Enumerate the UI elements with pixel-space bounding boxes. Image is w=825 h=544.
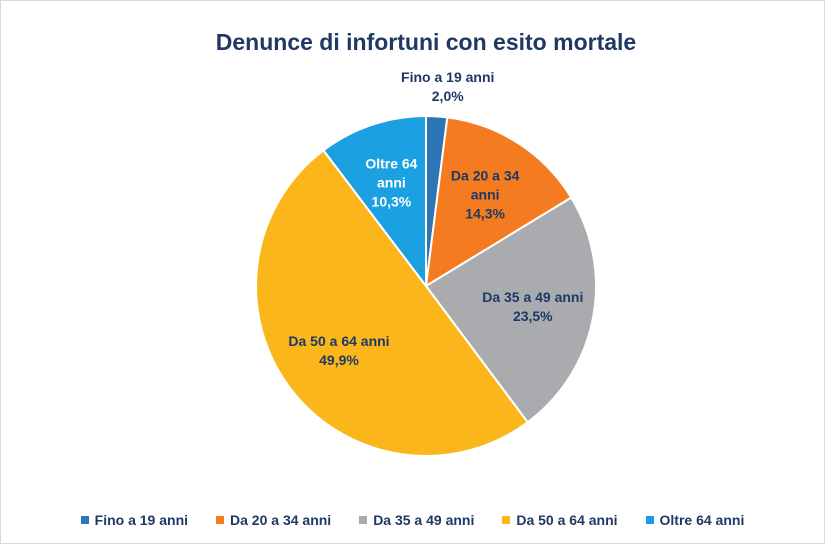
data-label-category: Da 20 a 34 anni (450, 167, 520, 203)
legend-label: Da 35 a 49 anni (373, 512, 475, 528)
chart-title: Denunce di infortuni con esito mortale (215, 29, 637, 55)
pie-slice (255, 148, 530, 457)
legend-swatch (502, 516, 511, 524)
pie-slice (322, 114, 427, 289)
legend-item: Da 50 a 64 anni (502, 512, 618, 528)
data-label-value: 14,3% (465, 205, 505, 222)
legend-item: Oltre 64 anni (645, 512, 745, 528)
data-label-category: Fino a 19 anni (401, 69, 495, 86)
data-label-value: 49,9% (319, 352, 359, 369)
data-label-value: 23,5% (512, 307, 553, 324)
legend-label: Fino a 19 anni (94, 512, 189, 528)
data-label: Oltre 64 anni 10,3% (355, 154, 427, 211)
data-label-category: Da 50 a 64 anni (288, 333, 390, 350)
data-label: Fino a 19 anni 2,0% (373, 68, 523, 106)
legend-swatch (359, 516, 368, 524)
legend-swatch (80, 516, 89, 524)
data-label-value: 10,3% (371, 193, 412, 210)
legend-swatch (645, 516, 654, 524)
data-label-value: 2,0% (431, 88, 464, 105)
legend-label: Da 20 a 34 anni (230, 512, 332, 528)
data-label-category: Oltre 64 anni (365, 155, 418, 191)
data-label: Da 20 a 34 anni 14,3% (445, 166, 525, 223)
legend: Fino a 19 anni Da 20 a 34 anni Da 35 a 49 … (1, 512, 824, 528)
legend-label: Da 50 a 64 anni (516, 512, 618, 528)
legend-item: Fino a 19 anni (80, 512, 189, 528)
legend-item: Da 20 a 34 anni (216, 512, 331, 528)
data-label: Da 50 a 64 anni 49,9% (269, 332, 409, 370)
data-label: Da 35 a 49 anni 23,5% (463, 288, 603, 326)
data-label-category: Da 35 a 49 anni (482, 288, 584, 305)
pie-slice (424, 116, 573, 288)
legend-label: Oltre 64 anni (659, 512, 745, 528)
legend-item: Da 35 a 49 anni (359, 512, 474, 528)
legend-swatch (216, 516, 225, 524)
pie-slice (424, 196, 597, 424)
